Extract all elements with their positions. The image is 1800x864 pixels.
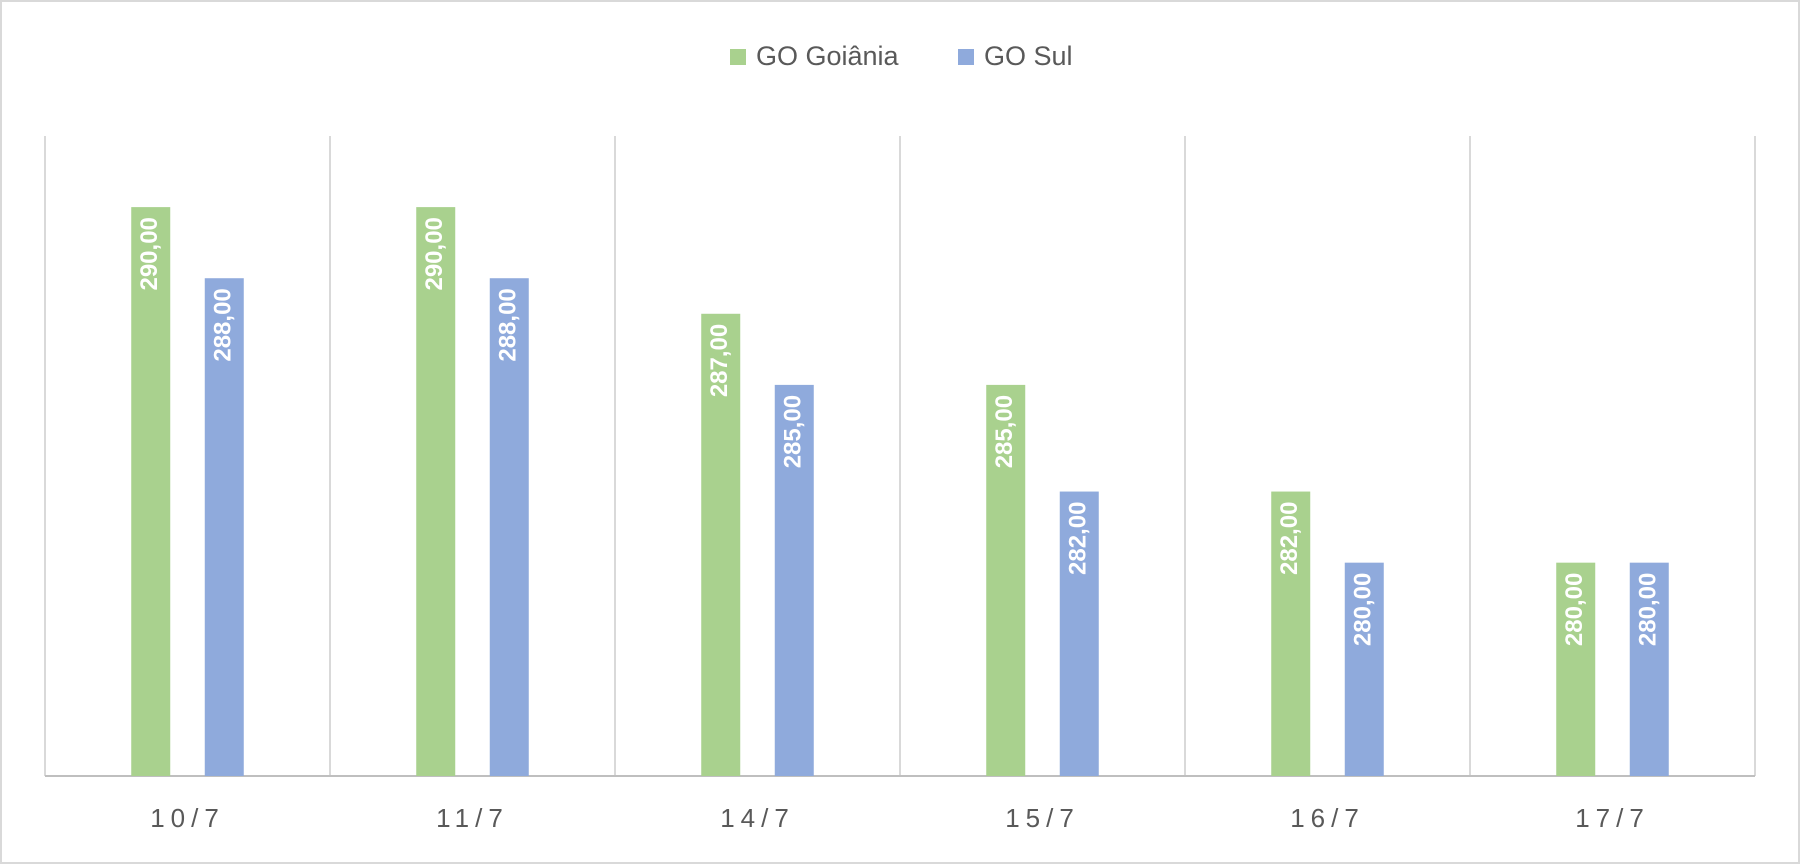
legend-label: GO Sul (984, 41, 1073, 71)
x-tick-label: 10/7 (150, 803, 225, 833)
value-label: 285,00 (780, 395, 807, 468)
value-label: 280,00 (1635, 573, 1662, 646)
x-tick-label: 15/7 (1005, 803, 1080, 833)
bar (986, 384, 1026, 776)
bar (1059, 491, 1099, 776)
value-label: 280,00 (1350, 573, 1377, 646)
bar (1344, 562, 1384, 776)
bar (1271, 491, 1311, 776)
legend-swatch (958, 49, 974, 65)
value-label: 285,00 (991, 395, 1018, 468)
value-label: 288,00 (495, 288, 522, 361)
x-tick-label: 16/7 (1290, 803, 1365, 833)
x-tick-label: 17/7 (1575, 803, 1650, 833)
bar (774, 384, 814, 776)
bar (1629, 562, 1669, 776)
value-label: 288,00 (210, 288, 237, 361)
value-label: 280,00 (1561, 573, 1588, 646)
bar (416, 207, 456, 777)
x-tick-label: 14/7 (720, 803, 795, 833)
value-label: 282,00 (1276, 502, 1303, 575)
value-label: 282,00 (1065, 502, 1092, 575)
bar (131, 207, 171, 777)
bar (701, 313, 741, 776)
value-label: 290,00 (421, 217, 448, 290)
value-label: 290,00 (136, 217, 163, 290)
value-label: 287,00 (706, 324, 733, 397)
bar (204, 278, 244, 776)
x-tick-label: 11/7 (436, 803, 509, 833)
bar (489, 278, 529, 776)
bar (1556, 562, 1596, 776)
legend-label: GO Goiânia (756, 41, 900, 71)
legend-swatch (730, 49, 746, 65)
